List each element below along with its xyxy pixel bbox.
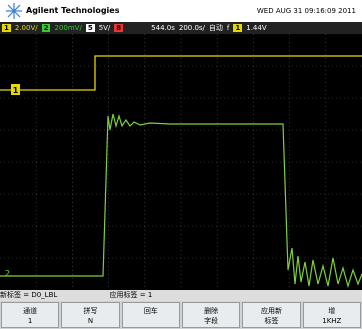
trig-slope: f (227, 24, 229, 32)
softkey-text: 回车 (123, 306, 179, 316)
softkey-text: 增 (304, 306, 360, 316)
ch4-badge: 8 (114, 24, 123, 32)
trig-level: 1.44V (246, 24, 266, 32)
softkey-text: 1KHZ (304, 316, 360, 326)
mode: 自动 (209, 23, 223, 33)
delay: 544.0s (151, 24, 175, 32)
ch3-scale: 5V/ (99, 24, 111, 32)
softkey-text: 应用新 (243, 306, 299, 316)
softkey-text: 删除 (183, 306, 239, 316)
timebase: 200.0s/ (179, 24, 205, 32)
header: Agilent Technologies WED AUG 31 09:16:09… (0, 0, 362, 22)
logo (4, 1, 24, 21)
label-bar: 新标签 = D0_LBL 应用标签 = 1 (0, 290, 362, 301)
softkey-text: 1 (2, 316, 58, 326)
softkey-text: 通道 (2, 306, 58, 316)
apply-label: 应用标签 = (110, 291, 148, 299)
brand: Agilent Technologies (26, 6, 119, 15)
ch2-badge: 2 (42, 24, 51, 32)
ch2-marker: 2 (5, 269, 10, 278)
softkey-text: 标签 (243, 316, 299, 326)
waveform-display: 1 2 (0, 34, 362, 290)
ch1-badge: 1 (2, 24, 11, 32)
ch2-scale: 200mV/ (54, 24, 81, 32)
ch1-marker: 1 (13, 86, 19, 95)
softkey-text: 拼写 (62, 306, 118, 316)
softkey-text: N (62, 316, 118, 326)
softkey[interactable]: 删除字段 (182, 302, 240, 328)
new-label-value: D0_LBL (31, 291, 57, 299)
apply-label-value: 1 (148, 291, 152, 299)
ch3-badge: 5 (86, 24, 95, 32)
softkey[interactable]: 回车 (122, 302, 180, 328)
softkey-text: 字段 (183, 316, 239, 326)
scope-screen: Agilent Technologies WED AUG 31 09:16:09… (0, 0, 362, 329)
softkey[interactable]: 应用新标签 (242, 302, 300, 328)
trig-ch: 1 (233, 24, 242, 32)
datetime: WED AUG 31 09:16:09 2011 (257, 7, 356, 15)
new-label: 新标签 = (0, 291, 31, 299)
ch1-scale: 2.00V/ (15, 24, 38, 32)
